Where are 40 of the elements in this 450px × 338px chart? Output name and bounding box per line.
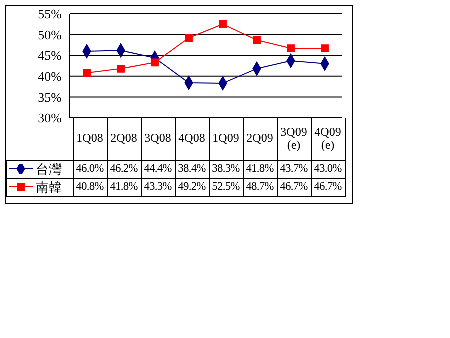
- data-label: 46.7%: [311, 178, 345, 196]
- y-tick-label: 45%: [38, 48, 62, 64]
- point: [185, 34, 193, 42]
- y-tick-label: 35%: [38, 90, 62, 105]
- data-label: 46.0%: [73, 160, 107, 178]
- y-tick-label: 30%: [38, 110, 62, 126]
- data-label: 38.4%: [175, 160, 209, 178]
- x-tick-label: 2Q08: [107, 118, 141, 160]
- point: [83, 69, 91, 78]
- point: [151, 58, 159, 67]
- data-label: 43.7%: [277, 160, 311, 178]
- data-label: 43.3%: [141, 178, 175, 196]
- point: [321, 44, 329, 52]
- x-tick-label: 4Q09 (e): [311, 118, 345, 160]
- data-label: 48.7%: [243, 178, 277, 196]
- point: [287, 44, 295, 52]
- point: [117, 64, 125, 73]
- y-tick-label: 50%: [38, 27, 62, 42]
- x-tick-label: 2Q09: [243, 118, 277, 160]
- data-label: 38.3%: [209, 160, 243, 178]
- y-tick-label: 40%: [38, 69, 62, 84]
- data-label: 44.4%: [141, 160, 175, 178]
- data-label: 49.2%: [175, 178, 209, 196]
- x-tick-label: 3Q09 (e): [277, 118, 311, 160]
- data-label: 41.8%: [107, 178, 141, 196]
- legend-label: 南韓: [36, 180, 62, 195]
- data-label: 43.0%: [311, 160, 345, 178]
- point: [219, 20, 227, 28]
- data-label: 52.5%: [209, 178, 243, 196]
- x-tick-label: 1Q09: [209, 118, 243, 160]
- y-tick-label: 55%: [38, 6, 62, 22]
- x-tick-label: 1Q08: [73, 118, 107, 160]
- point: [253, 36, 261, 44]
- data-label: 41.8%: [243, 160, 277, 178]
- x-tick-label: 3Q08: [141, 118, 175, 160]
- data-label: 46.2%: [107, 160, 141, 178]
- x-tick-label: 4Q08: [175, 118, 209, 160]
- data-label: 46.7%: [277, 178, 311, 196]
- data-label: 40.8%: [73, 178, 107, 196]
- legend-label: 台灣: [36, 162, 62, 177]
